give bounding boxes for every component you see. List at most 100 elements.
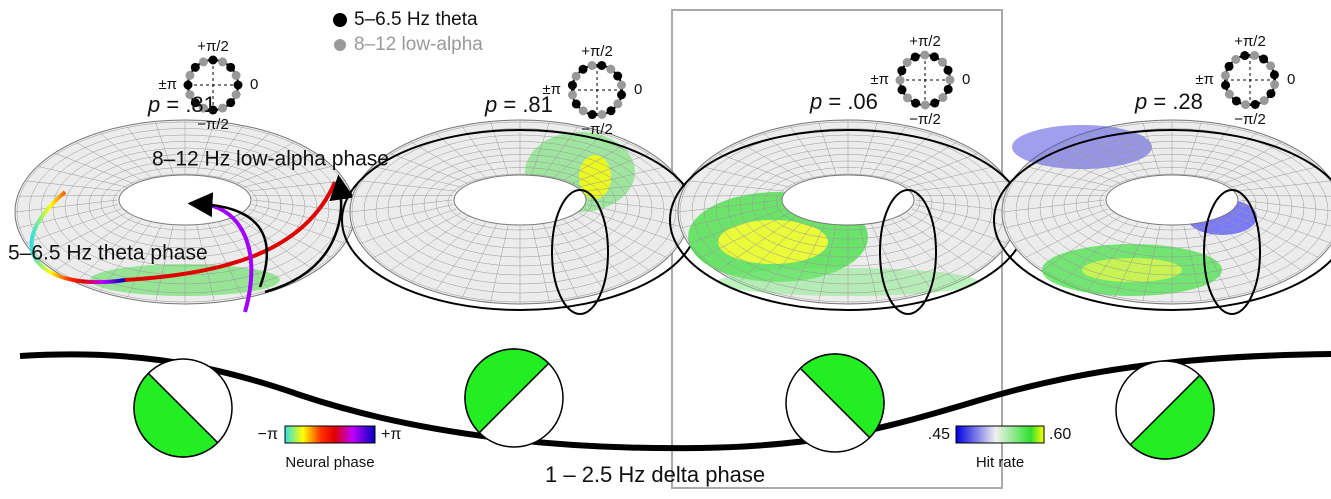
- torus-hole: [1106, 175, 1238, 225]
- polar-dot: [588, 110, 597, 119]
- polar-dot: [568, 90, 577, 99]
- p-number: = .28: [1147, 89, 1203, 114]
- hit-min: .45: [928, 426, 950, 443]
- polar-dot: [938, 58, 947, 67]
- polar-label-left: ±π: [158, 76, 177, 93]
- phase-min: −π: [258, 426, 278, 443]
- p-symbol: p: [484, 92, 497, 117]
- polar-dot: [1240, 51, 1249, 60]
- polar-dot: [606, 65, 615, 74]
- phase-circle: [134, 359, 232, 457]
- polar-dot: [617, 81, 626, 90]
- polar-dot: [226, 63, 235, 72]
- polar-dot: [938, 93, 947, 102]
- polar-dot: [572, 72, 581, 81]
- polar-dot: [930, 99, 939, 108]
- polar-dot: [896, 76, 905, 85]
- polar-dot: [606, 106, 615, 115]
- polar-dot: [232, 90, 241, 99]
- torus: +π/2−π/20±πp = .81: [15, 38, 355, 312]
- polar-label-top: +π/2: [909, 33, 941, 50]
- body: +π/2−π/20±πp = .81+π/2−π/20±πp = .81+π/2…: [0, 0, 1331, 499]
- polar-dot: [572, 99, 581, 108]
- hit-bar-title: Hit rate: [976, 454, 1024, 471]
- polar-dot: [1270, 70, 1279, 79]
- polar-dot: [234, 81, 243, 90]
- torus-hole: [454, 175, 586, 225]
- polar-dot: [897, 85, 906, 94]
- p-value: p = .81: [147, 92, 216, 117]
- polar-label-bottom: −π/2: [197, 116, 229, 133]
- polar-dot: [903, 93, 912, 102]
- p-value: p = .28: [1134, 89, 1203, 114]
- polar-label-right: 0: [962, 71, 970, 88]
- legend-dot-alpha: [334, 39, 346, 51]
- polar-label-top: +π/2: [1234, 33, 1266, 50]
- polar-dot: [218, 104, 227, 113]
- p-value: p = .81: [484, 92, 553, 117]
- polar-dot: [1266, 89, 1275, 98]
- p-symbol: p: [809, 89, 822, 114]
- torus: +π/2−π/20±πp = .28: [994, 33, 1331, 314]
- delta-phase-label: 1 – 2.5 Hz delta phase: [545, 462, 765, 487]
- hit-max: .60: [1049, 426, 1071, 443]
- polar-dot: [911, 99, 920, 108]
- polar-dot: [617, 90, 626, 99]
- polar-dot: [921, 100, 930, 109]
- hit-colorbar: [956, 426, 1044, 443]
- polar-dot: [1225, 62, 1234, 71]
- polar-dot: [588, 61, 597, 70]
- phase-max: +π: [381, 426, 401, 443]
- p-symbol: p: [1134, 89, 1147, 114]
- polar-dot: [920, 51, 929, 60]
- polar-dot: [199, 57, 208, 66]
- theta-phase-label: 5–6.5 Hz theta phase: [8, 242, 208, 265]
- phase-bar-title: Neural phase: [285, 454, 374, 471]
- polar-dot: [944, 85, 953, 94]
- polar-dot: [226, 98, 235, 107]
- p-value: p = .06: [809, 89, 878, 114]
- polar-dot: [1232, 96, 1241, 105]
- polar-label-bottom: −π/2: [1234, 111, 1266, 128]
- polar-label-bottom: −π/2: [581, 121, 613, 138]
- polar-dot: [1241, 100, 1250, 109]
- polar-dot: [191, 63, 200, 72]
- polar-dot: [597, 110, 606, 119]
- polar-dot: [945, 75, 954, 84]
- polar-dot: [1260, 96, 1269, 105]
- polar-dot: [568, 81, 577, 90]
- polar-label-bottom: −π/2: [909, 111, 941, 128]
- page: {"legend": {"theta": "5–6.5 Hz theta", "…: [0, 0, 1331, 499]
- polar-dot: [597, 61, 606, 70]
- alpha-phase-label: 8–12 Hz low-alpha phase: [152, 148, 389, 171]
- polar-dot: [1221, 81, 1230, 90]
- polar-label-top: +π/2: [581, 43, 613, 60]
- polar-label-right: 0: [634, 81, 642, 98]
- polar-dot: [218, 57, 227, 66]
- legend-alpha: 8–12 low-alpha: [354, 34, 483, 55]
- polar-label-right: 0: [1287, 71, 1295, 88]
- polar-dot: [613, 72, 622, 81]
- hit-rate-patch: [1082, 258, 1182, 282]
- torus-hole: [782, 175, 914, 225]
- polar-label-left: ±π: [870, 71, 889, 88]
- polar-dot: [1266, 61, 1275, 70]
- p-number: = .81: [497, 92, 553, 117]
- polar-dot: [613, 99, 622, 108]
- phase-circle: [1116, 361, 1214, 459]
- polar-dot: [1231, 55, 1240, 64]
- torus: +π/2−π/20±πp = .81: [342, 43, 698, 314]
- polar-dot: [944, 66, 953, 75]
- polar-dot: [1251, 100, 1260, 109]
- polar-dot: [1259, 55, 1268, 64]
- phase-circle: [465, 349, 563, 447]
- polar-dot: [209, 56, 218, 65]
- polar-dot: [579, 106, 588, 115]
- p-symbol: p: [147, 92, 160, 117]
- polar-dot: [1250, 51, 1259, 60]
- polar-dot: [897, 66, 906, 75]
- p-number: = .81: [160, 92, 216, 117]
- polar-dot: [1221, 71, 1230, 80]
- legend-dot-theta: [333, 13, 347, 27]
- polar-dot: [1270, 80, 1279, 89]
